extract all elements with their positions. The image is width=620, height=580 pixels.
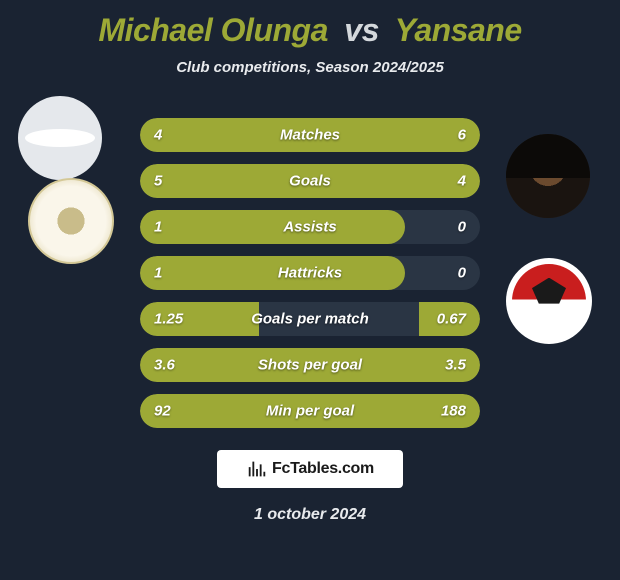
stat-row: 5 4 Goals [140,164,480,198]
chart-icon [246,458,268,480]
stat-label: Min per goal [266,403,354,420]
date-text: 1 october 2024 [0,506,620,524]
stat-row: 1.25 0.67 Goals per match [140,302,480,336]
stat-value-right: 0 [458,265,466,282]
stat-value-right: 6 [458,127,466,144]
subtitle: Club competitions, Season 2024/2025 [0,59,620,76]
stat-row: 1 0 Hattricks [140,256,480,290]
stat-label: Matches [280,127,340,144]
stat-row: 1 0 Assists [140,210,480,244]
player2-name: Yansane [395,12,522,48]
bar-left [140,210,405,244]
brand-badge: FcTables.com [217,450,403,488]
stat-value-left: 1.25 [154,311,183,328]
stat-value-right: 0 [458,219,466,236]
stat-value-left: 1 [154,219,162,236]
stat-value-right: 4 [458,173,466,190]
stat-label: Goals [289,173,331,190]
stat-value-right: 188 [441,403,466,420]
stat-value-right: 0.67 [437,311,466,328]
stat-value-right: 3.5 [445,357,466,374]
stat-value-left: 4 [154,127,162,144]
player2-avatar [506,134,590,218]
stat-row: 3.6 3.5 Shots per goal [140,348,480,382]
player1-avatar [18,96,102,180]
stat-label: Assists [283,219,336,236]
vs-text: vs [344,12,379,48]
stat-value-left: 92 [154,403,171,420]
stat-label: Hattricks [278,265,342,282]
bar-left [140,256,405,290]
stat-label: Goals per match [251,311,369,328]
stat-value-left: 1 [154,265,162,282]
comparison-chart: 4 6 Matches 5 4 Goals 1 0 Assists 1 0 Hattricks 1.25… [140,118,480,428]
comparison-title: Michael Olunga vs Yansane [0,0,620,49]
brand-text: FcTables.com [272,460,374,478]
stat-row: 4 6 Matches [140,118,480,152]
player1-name: Michael Olunga [98,12,327,48]
stat-value-left: 5 [154,173,162,190]
player2-club-logo [506,258,592,344]
stat-value-left: 3.6 [154,357,175,374]
stat-row: 92 188 Min per goal [140,394,480,428]
stat-label: Shots per goal [258,357,362,374]
player1-club-logo [28,178,114,264]
